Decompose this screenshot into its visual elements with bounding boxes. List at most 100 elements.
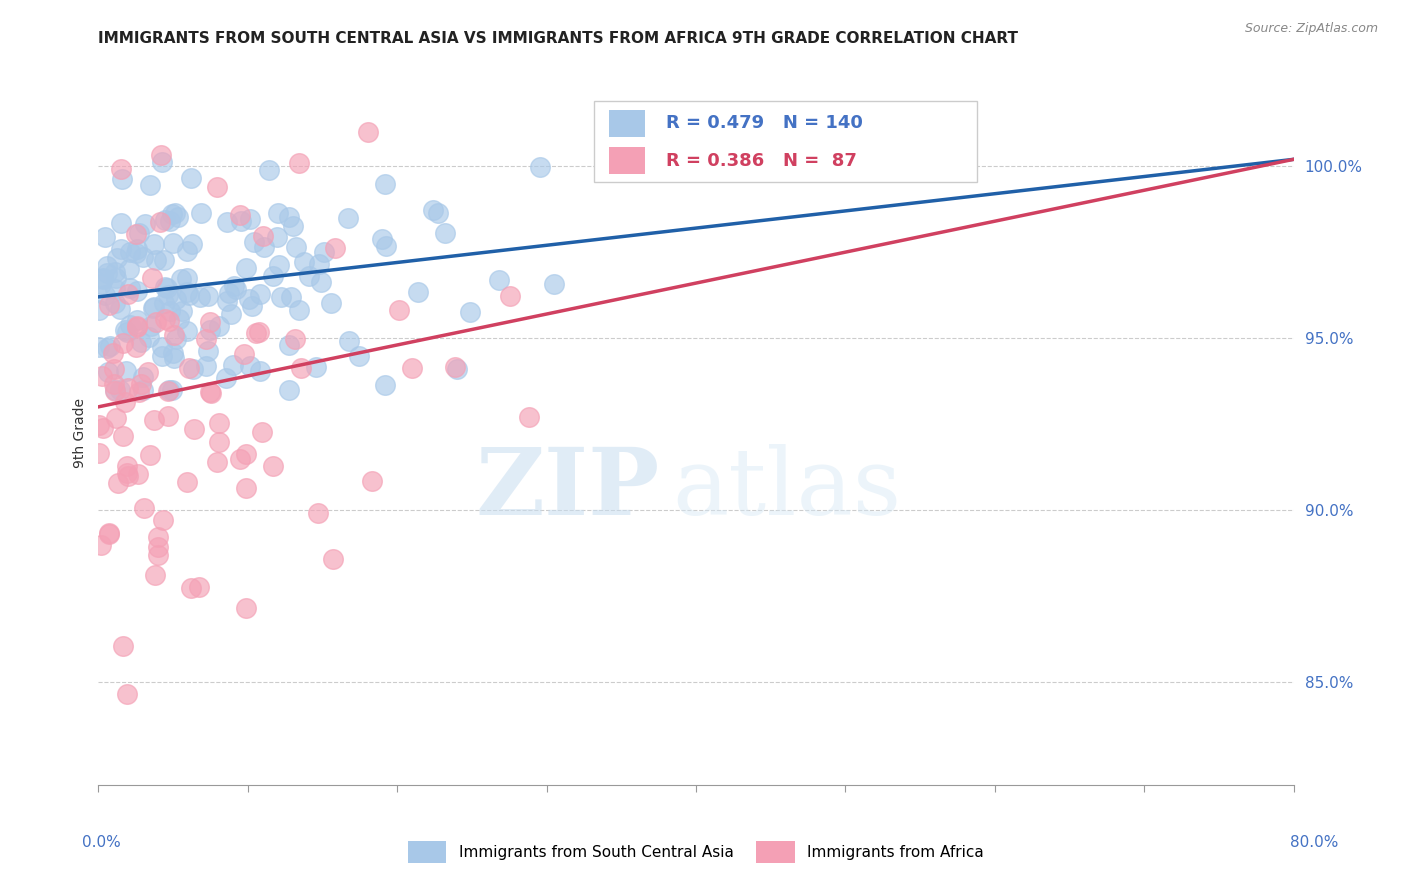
- Point: [156, 280, 179, 294]
- Point: [101, 346, 124, 360]
- Point: [141, 319, 163, 334]
- Point: [111, 336, 134, 351]
- Point: [90, 538, 112, 552]
- Point: [287, 303, 309, 318]
- Point: [153, 213, 176, 227]
- Point: [118, 281, 141, 295]
- Point: [165, 332, 187, 346]
- Bar: [609, 110, 644, 136]
- Point: [215, 215, 238, 229]
- Text: 80.0%: 80.0%: [1291, 836, 1339, 850]
- Point: [180, 236, 202, 251]
- Point: [160, 207, 183, 221]
- Point: [148, 548, 170, 562]
- Point: [110, 242, 132, 256]
- Point: [129, 377, 152, 392]
- Point: [249, 287, 271, 301]
- Point: [114, 395, 136, 409]
- Point: [117, 287, 139, 301]
- Point: [125, 242, 148, 256]
- Point: [149, 148, 172, 162]
- Point: [190, 205, 212, 219]
- Point: [224, 279, 246, 293]
- Point: [207, 455, 229, 469]
- Point: [336, 211, 359, 225]
- Point: [127, 320, 149, 334]
- Point: [228, 208, 250, 222]
- Point: [183, 361, 205, 376]
- Point: [152, 296, 174, 310]
- Point: [195, 332, 218, 346]
- Point: [96, 341, 118, 355]
- Point: [176, 270, 198, 285]
- Point: [157, 409, 180, 423]
- Point: [543, 277, 565, 292]
- Point: [170, 272, 193, 286]
- Point: [107, 251, 129, 265]
- Point: [197, 289, 219, 303]
- Point: [145, 567, 167, 582]
- Point: [111, 428, 134, 442]
- Point: [129, 334, 152, 349]
- Point: [488, 273, 510, 287]
- Point: [222, 358, 245, 372]
- Point: [87, 417, 110, 432]
- Point: [104, 383, 127, 397]
- Point: [105, 411, 128, 425]
- Point: [112, 639, 135, 653]
- Point: [145, 252, 167, 267]
- Point: [117, 458, 139, 473]
- Point: [91, 421, 114, 435]
- Point: [150, 340, 173, 354]
- Point: [125, 246, 148, 260]
- Point: [235, 481, 257, 495]
- Point: [108, 383, 131, 397]
- Point: [142, 412, 165, 426]
- Point: [97, 527, 120, 541]
- Point: [249, 364, 271, 378]
- Point: [205, 179, 228, 194]
- Point: [188, 290, 211, 304]
- Point: [114, 323, 136, 337]
- Point: [266, 230, 288, 244]
- Point: [281, 219, 304, 233]
- Text: 0.0%: 0.0%: [82, 836, 121, 850]
- Point: [110, 162, 132, 177]
- Point: [252, 228, 274, 243]
- Point: [247, 325, 270, 339]
- Point: [153, 252, 176, 267]
- Point: [160, 383, 183, 397]
- Point: [197, 343, 219, 358]
- Point: [165, 292, 187, 306]
- FancyBboxPatch shape: [595, 102, 977, 183]
- Point: [115, 687, 138, 701]
- Point: [225, 282, 247, 296]
- Point: [312, 245, 335, 260]
- Point: [149, 215, 172, 229]
- Point: [163, 327, 186, 342]
- Point: [176, 475, 198, 490]
- Point: [319, 295, 342, 310]
- Point: [145, 315, 167, 329]
- Point: [125, 284, 148, 298]
- Point: [277, 338, 299, 352]
- Point: [128, 226, 150, 240]
- Legend: Immigrants from South Central Asia, Immigrants from Africa: Immigrants from South Central Asia, Immi…: [402, 835, 990, 869]
- Point: [87, 340, 110, 354]
- Point: [215, 371, 238, 385]
- Point: [98, 297, 121, 311]
- Point: [208, 434, 231, 449]
- Point: [136, 365, 159, 379]
- Point: [120, 245, 142, 260]
- Point: [401, 361, 423, 376]
- Point: [103, 362, 125, 376]
- Point: [162, 345, 184, 359]
- Point: [107, 476, 129, 491]
- Point: [200, 323, 222, 337]
- Point: [125, 227, 148, 241]
- Point: [228, 452, 250, 467]
- Point: [96, 267, 118, 281]
- Point: [152, 513, 174, 527]
- Text: R = 0.479   N = 140: R = 0.479 N = 140: [666, 114, 863, 132]
- Point: [305, 359, 328, 374]
